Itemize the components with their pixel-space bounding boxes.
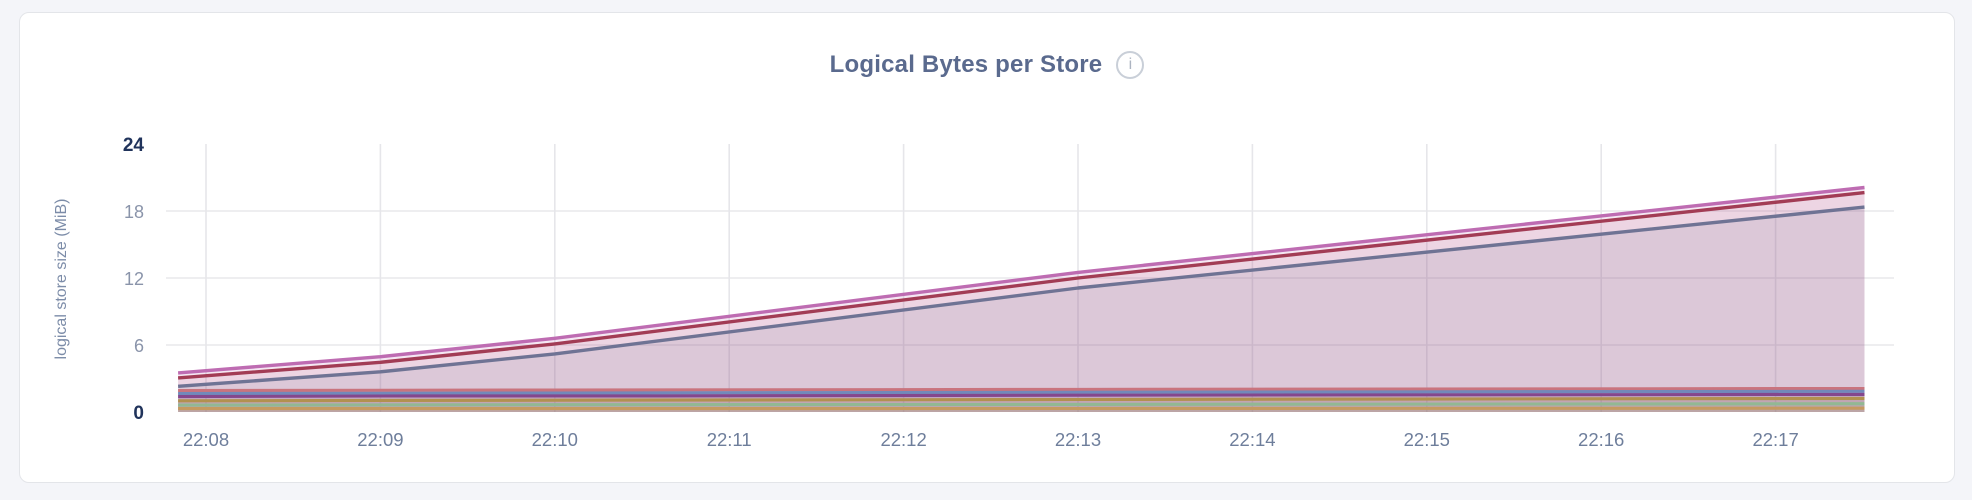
series-line-blue — [178, 389, 1865, 396]
plot-hover-region[interactable] — [178, 144, 1864, 412]
series-line-pink — [177, 185, 1865, 375]
x-tick-label: 22:12 — [880, 429, 926, 450]
series-line-violet — [178, 392, 1865, 399]
x-tick-label: 22:17 — [1752, 429, 1798, 450]
y-tick-label: 0 — [133, 403, 144, 424]
y-tick-label: 6 — [134, 336, 144, 356]
chart-title: Logical Bytes per Store — [829, 51, 1103, 78]
y-tick-label: 24 — [123, 135, 145, 156]
series-area-line-pink — [178, 187, 1865, 412]
series-line-maroon — [177, 190, 1865, 380]
chart-plot-area[interactable]: 0 6 12 18 24 22:08 22:09 22:10 22:11 22:12 22:13 22… — [20, 13, 1954, 482]
y-axis-title: logical store size (MiB) — [53, 199, 70, 360]
chart-canvas[interactable]: 0 6 12 18 24 22:08 22:09 22:10 22:11 22:12 22:13 22… — [20, 13, 1954, 482]
chart-card: Logical Bytes per Store i 0 6 12 18 24 22:08 2… — [19, 12, 1955, 483]
chart-header: Logical Bytes per Store i — [20, 51, 1954, 79]
x-tick-label: 22:15 — [1404, 429, 1450, 450]
x-tick-label: 22:09 — [357, 429, 403, 450]
series-line-green — [178, 402, 1865, 407]
series-area-line-slate — [178, 207, 1865, 412]
series-line-gold — [178, 396, 1865, 403]
x-tick-label: 22:14 — [1229, 429, 1275, 450]
x-tick-label: 22:16 — [1578, 429, 1624, 450]
x-tick-label: 22:08 — [183, 429, 229, 450]
y-tick-label: 12 — [124, 269, 144, 289]
x-tick-label: 22:11 — [707, 429, 752, 450]
y-tick-label: 18 — [124, 202, 144, 222]
series-line-slate — [177, 205, 1865, 388]
x-tick-label: 22:13 — [1055, 429, 1101, 450]
x-tick-label: 22:10 — [532, 429, 578, 450]
series-area-line-maroon — [178, 192, 1865, 412]
info-icon[interactable]: i — [1116, 51, 1145, 79]
series-line-salmon — [178, 386, 1865, 393]
